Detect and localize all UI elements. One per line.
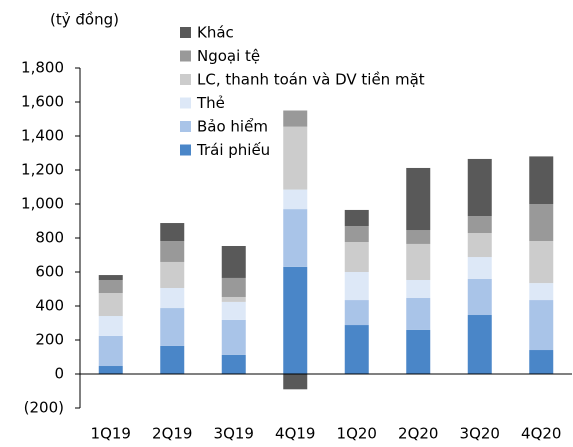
bar-segment	[406, 167, 431, 231]
bar-segment	[98, 293, 123, 317]
bar-segment	[344, 226, 369, 243]
y-tick-label: 1,200	[21, 161, 64, 179]
bar-segment	[467, 257, 492, 279]
y-tick-label: 400	[35, 297, 64, 315]
bar-segment	[344, 300, 369, 326]
bar-segment	[283, 209, 308, 267]
bar-segment	[221, 296, 246, 302]
bar-segment	[344, 242, 369, 272]
bar-segment	[98, 275, 123, 280]
bar-segment	[283, 266, 308, 374]
bar-segment	[529, 283, 554, 301]
bar-segment	[98, 335, 123, 367]
legend-swatch	[180, 144, 191, 156]
bar-segment	[467, 216, 492, 234]
bar-segment	[221, 245, 246, 278]
y-tick-label: 800	[35, 229, 64, 247]
y-tick-label: 1,000	[21, 195, 64, 213]
bar-segment	[98, 279, 123, 294]
bar-segment	[467, 278, 492, 316]
bar-segment	[344, 209, 369, 227]
legend-swatch	[180, 27, 191, 38]
bar-segment	[160, 287, 185, 309]
bar-segment	[529, 300, 554, 351]
y-tick-label: (200)	[24, 399, 64, 417]
y-tick-label: 600	[35, 263, 64, 281]
bar-segment	[529, 156, 554, 204]
legend-label: Trái phiếu	[196, 141, 270, 159]
x-tick-label: 3Q20	[460, 425, 500, 443]
bar-segment	[98, 366, 123, 374]
bar-segment	[283, 374, 308, 390]
y-tick-label: 1,600	[21, 93, 64, 111]
legend-swatch	[180, 97, 191, 109]
bar-segment	[406, 243, 431, 280]
bar-segment	[467, 233, 492, 258]
bar-segment	[221, 354, 246, 374]
bar-segment	[529, 350, 554, 374]
bar-segment	[406, 230, 431, 244]
legend-label: LC, thanh toán và DV tiền mặt	[197, 71, 425, 89]
bar-segment	[406, 279, 431, 299]
bar-segment	[406, 298, 431, 330]
legend-swatch	[180, 121, 191, 132]
legend-label: Khác	[197, 24, 234, 42]
bar-segment	[406, 329, 431, 374]
x-tick-label: 1Q19	[91, 425, 131, 443]
legend-swatch	[180, 74, 191, 85]
x-tick-label: 1Q20	[337, 425, 377, 443]
bar-segment	[283, 189, 308, 210]
x-tick-label: 2Q19	[152, 425, 192, 443]
bar-segment	[160, 261, 185, 288]
x-tick-label: 3Q19	[214, 425, 254, 443]
y-axis-label: (tỷ đồng)	[50, 11, 119, 29]
y-tick-label: 1,800	[21, 59, 64, 77]
bar-segment	[467, 315, 492, 374]
bar-segment	[221, 277, 246, 297]
bar-segment	[160, 308, 185, 346]
bar-segment	[344, 272, 369, 301]
legend-label: Thẻ	[196, 94, 225, 112]
bar-segment	[283, 110, 308, 127]
bar-segment	[344, 325, 369, 374]
x-tick-label: 4Q20	[521, 425, 561, 443]
bar-segment	[529, 241, 554, 284]
bar-segment	[160, 345, 185, 374]
bar-segment	[98, 316, 123, 336]
legend-swatch	[180, 50, 191, 62]
bar-segment	[283, 126, 308, 190]
y-tick-label: 1,400	[21, 127, 64, 145]
x-tick-label: 2Q20	[398, 425, 438, 443]
legend-label: Ngoại tệ	[197, 47, 260, 65]
bar-segment	[160, 241, 185, 262]
x-tick-label: 4Q19	[275, 425, 315, 443]
bar-segment	[221, 319, 246, 355]
y-tick-label: 0	[54, 365, 64, 383]
bar-segment	[221, 301, 246, 320]
bar-segment	[160, 223, 185, 242]
bar-segment	[467, 158, 492, 217]
bar-segment	[529, 204, 554, 242]
legend-label: Bảo hiểm	[197, 118, 268, 136]
y-tick-label: 200	[35, 331, 64, 349]
